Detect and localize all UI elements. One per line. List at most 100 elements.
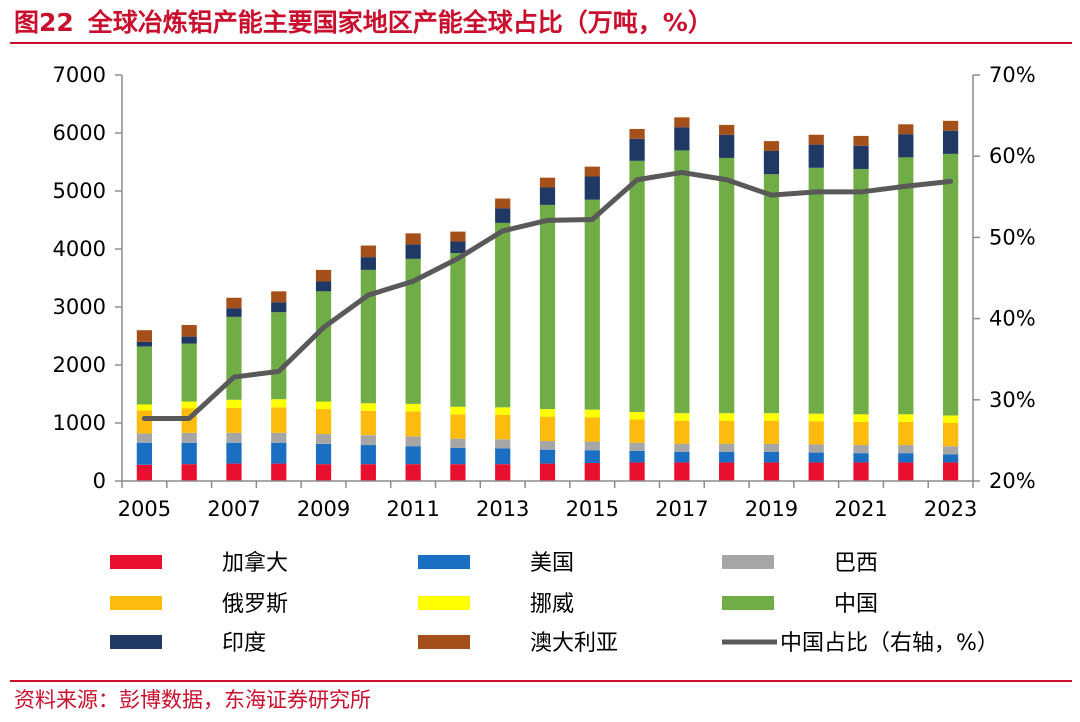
bar-segment — [181, 432, 197, 443]
bar-segment — [719, 124, 735, 135]
bar-segment — [629, 450, 645, 463]
bar-segment — [450, 447, 466, 465]
y-left-tick-label: 7000 — [53, 63, 106, 87]
bar-segment — [853, 168, 869, 415]
bar-segment — [271, 442, 287, 464]
y-right-tick-label: 50% — [989, 225, 1036, 249]
bar-segment — [763, 141, 780, 151]
legend-swatch — [418, 596, 470, 610]
source-note: 资料来源：彭博数据，东海证券研究所 — [14, 688, 371, 712]
bar-segment — [315, 434, 332, 444]
bar-segment — [674, 413, 690, 421]
bar-segment — [136, 330, 153, 342]
bar-segment — [405, 411, 421, 437]
bar-segment — [584, 463, 600, 481]
bar-segment — [584, 417, 600, 442]
chart-bars — [136, 117, 959, 481]
bar-segment — [450, 414, 466, 439]
bar-segment — [315, 443, 332, 465]
bar-segment — [853, 145, 869, 169]
bar-segment — [271, 312, 287, 400]
bar-segment — [271, 302, 287, 313]
bar-segment — [315, 281, 332, 292]
y-right-tick-label: 30% — [989, 388, 1036, 412]
bar-segment — [315, 269, 332, 282]
bar-segment — [226, 442, 242, 464]
bar-segment — [853, 445, 869, 454]
bar-segment — [674, 150, 690, 414]
bar-segment — [271, 432, 287, 443]
bar-segment — [719, 157, 735, 414]
bar-segment — [584, 450, 600, 464]
legend-label: 巴西 — [834, 551, 878, 576]
china-share-line — [141, 169, 954, 421]
bar-segment — [315, 401, 332, 410]
bar-segment — [942, 120, 959, 131]
bar-segment — [763, 174, 780, 414]
legend-swatch — [722, 596, 774, 610]
bar-segment — [405, 258, 421, 404]
bar-segment — [942, 462, 959, 481]
bar-segment — [136, 341, 153, 347]
bar-segment — [898, 445, 914, 454]
y-left-tick-label: 1000 — [53, 411, 106, 435]
bar-segment — [136, 442, 153, 465]
bar-segment — [719, 413, 735, 421]
bar-segment — [629, 419, 645, 443]
bar-segment — [942, 130, 959, 154]
bar-segment — [360, 435, 376, 446]
legend-swatch — [418, 555, 470, 569]
y-left-tick-label: 3000 — [53, 295, 106, 319]
bar-segment — [674, 117, 690, 128]
bar-segment — [674, 127, 690, 151]
legend-label: 澳大利亚 — [530, 631, 618, 656]
x-tick-label: 2017 — [655, 497, 708, 521]
bar-segment — [719, 462, 735, 481]
bar-segment — [405, 464, 421, 481]
figure-title: 图22 全球冶炼铝产能主要国家地区产能全球占比（万吨，%） — [14, 4, 713, 42]
bar-segment — [719, 134, 735, 158]
bar-segment — [942, 454, 959, 463]
bar-segment — [719, 420, 735, 444]
bar-segment — [360, 269, 376, 404]
bar-segment — [495, 448, 511, 465]
bar-segment — [942, 423, 959, 447]
bar-segment — [450, 241, 466, 254]
legend-label: 挪威 — [530, 592, 574, 617]
bar-segment — [495, 407, 511, 415]
y-right-tick-label: 60% — [989, 144, 1036, 168]
bar-segment — [450, 406, 466, 415]
bar-segment — [853, 462, 869, 481]
bar-segment — [898, 157, 914, 415]
bar-segment — [584, 441, 600, 451]
y-left-tick-label: 5000 — [53, 179, 106, 203]
bar-segment — [495, 464, 511, 481]
bar-segment — [181, 442, 197, 465]
chart-axes: 0 1000 2000 3000 4000 5000 6000 7000 20% 30% 40% 50… — [53, 63, 1036, 521]
bar-segment — [674, 443, 690, 452]
bar-segment — [629, 160, 645, 412]
bar-segment — [942, 153, 959, 416]
bar-segment — [853, 414, 869, 422]
bar-segment — [495, 198, 511, 209]
bar-segment — [539, 440, 556, 450]
legend-swatch — [110, 596, 162, 610]
bar-segment — [808, 144, 824, 168]
bar-segment — [539, 463, 556, 481]
bar-segment — [360, 410, 376, 436]
bar-segment — [271, 407, 287, 433]
bar-segment — [450, 464, 466, 481]
bar-segment — [629, 442, 645, 451]
bar-segment — [495, 222, 511, 408]
bar-segment — [763, 150, 780, 175]
y-left-tick-label: 0 — [93, 469, 106, 493]
bar-segment — [450, 231, 466, 242]
bar-segment — [181, 464, 197, 481]
bar-segment — [629, 128, 645, 139]
y-right-tick-label: 20% — [989, 469, 1036, 493]
bar-segment — [898, 421, 914, 446]
bar-segment — [315, 409, 332, 435]
x-tick-label: 2005 — [118, 497, 171, 521]
bar-segment — [136, 410, 153, 434]
